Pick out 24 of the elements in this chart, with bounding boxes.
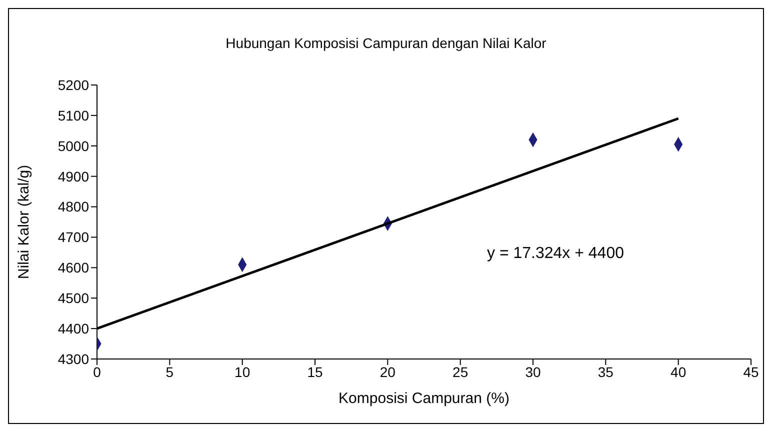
y-tick-label: 5100 xyxy=(58,107,90,124)
annotation: y = 17.324x + 4400 xyxy=(487,245,624,263)
x-tick-label: 35 xyxy=(598,364,614,380)
x-axis-title: Komposisi Campuran (%) xyxy=(338,390,510,407)
x-tick-label: 10 xyxy=(234,364,250,380)
y-tick-label: 4900 xyxy=(58,168,90,184)
x-tick-label: 15 xyxy=(307,364,323,380)
y-tick-label: 4300 xyxy=(58,350,90,367)
y-tick-label: 4500 xyxy=(58,290,90,306)
y-axis-title: Nilai Kalor (kal/g) xyxy=(15,164,32,280)
x-tick-label: 45 xyxy=(743,364,759,380)
x-tick-label: 20 xyxy=(380,364,396,380)
y-tick-label: 4700 xyxy=(58,229,90,246)
y-tick-label: 4400 xyxy=(58,320,90,337)
y-tick-label: 4800 xyxy=(58,198,90,215)
chart-title: Hubungan Komposisi Campuran dengan Nilai Kalor xyxy=(224,35,548,51)
x-tick-label: 25 xyxy=(452,364,468,380)
x-tick-label: 40 xyxy=(670,364,686,380)
y-tick-label: 4600 xyxy=(58,260,90,276)
x-tick-label: 0 xyxy=(93,364,102,380)
y-tick-label: 5000 xyxy=(58,138,90,154)
x-tick-label: 5 xyxy=(166,364,174,380)
x-tick-label: 30 xyxy=(525,364,541,380)
y-tick-label: 5200 xyxy=(58,76,90,93)
